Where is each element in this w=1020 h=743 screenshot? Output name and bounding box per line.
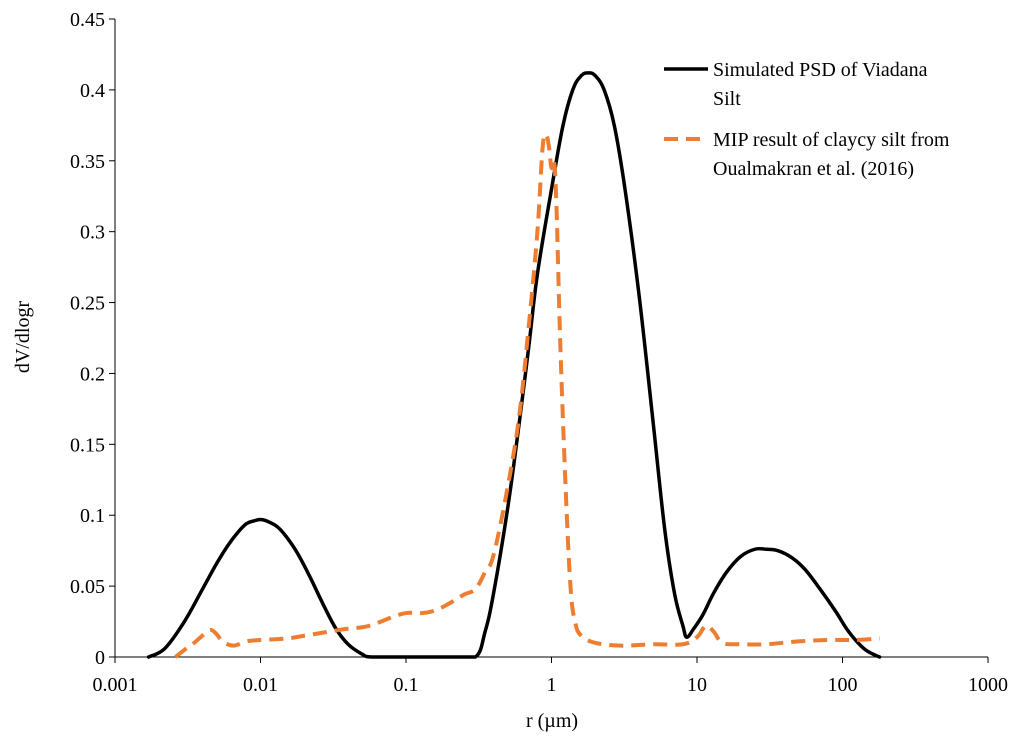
y-tick-label: 0.3 <box>80 222 105 244</box>
legend-label: Oualmakran et al. (2016) <box>713 158 914 180</box>
y-tick-label: 0.4 <box>80 80 105 102</box>
x-tick-label: 10 <box>687 674 707 696</box>
x-tick-label: 0.001 <box>93 674 138 696</box>
x-tick-label: 100 <box>828 674 858 696</box>
y-tick-label: 0 <box>95 647 105 669</box>
x-tick-label: 1000 <box>968 674 1008 696</box>
series-line-simulated-psd <box>146 71 882 659</box>
series-line-mip-clayey-silt <box>174 132 880 659</box>
axes-layer: 0 0.05 0.1 0.15 0.2 0.25 0.3 0.35 0.4 0.45 0.001 0.… <box>70 9 1008 696</box>
x-tick-label: 0.01 <box>243 674 278 696</box>
x-tick-label: 0.1 <box>394 674 419 696</box>
x-axis-label: r (µm) <box>526 710 578 732</box>
y-tick-label: 0.25 <box>70 293 105 315</box>
series-layer <box>146 71 882 659</box>
x-tick-label: 1 <box>547 674 557 696</box>
legend-label: MIP result of claycy silt from <box>713 129 950 151</box>
y-tick-label: 0.05 <box>70 576 105 598</box>
y-tick-label: 0.1 <box>80 505 105 527</box>
y-tick-label: 0.45 <box>70 9 105 31</box>
y-tick-label: 0.2 <box>80 363 105 385</box>
legend-label: Simulated PSD of Viadana <box>713 59 928 81</box>
legend-label: Silt <box>713 88 741 110</box>
y-axis-label: dV/dlogr <box>12 301 34 374</box>
y-tick-label: 0.35 <box>70 151 105 173</box>
y-tick-label: 0.15 <box>70 434 105 456</box>
legend: Simulated PSD of Viadana Silt MIP result o… <box>664 59 950 180</box>
